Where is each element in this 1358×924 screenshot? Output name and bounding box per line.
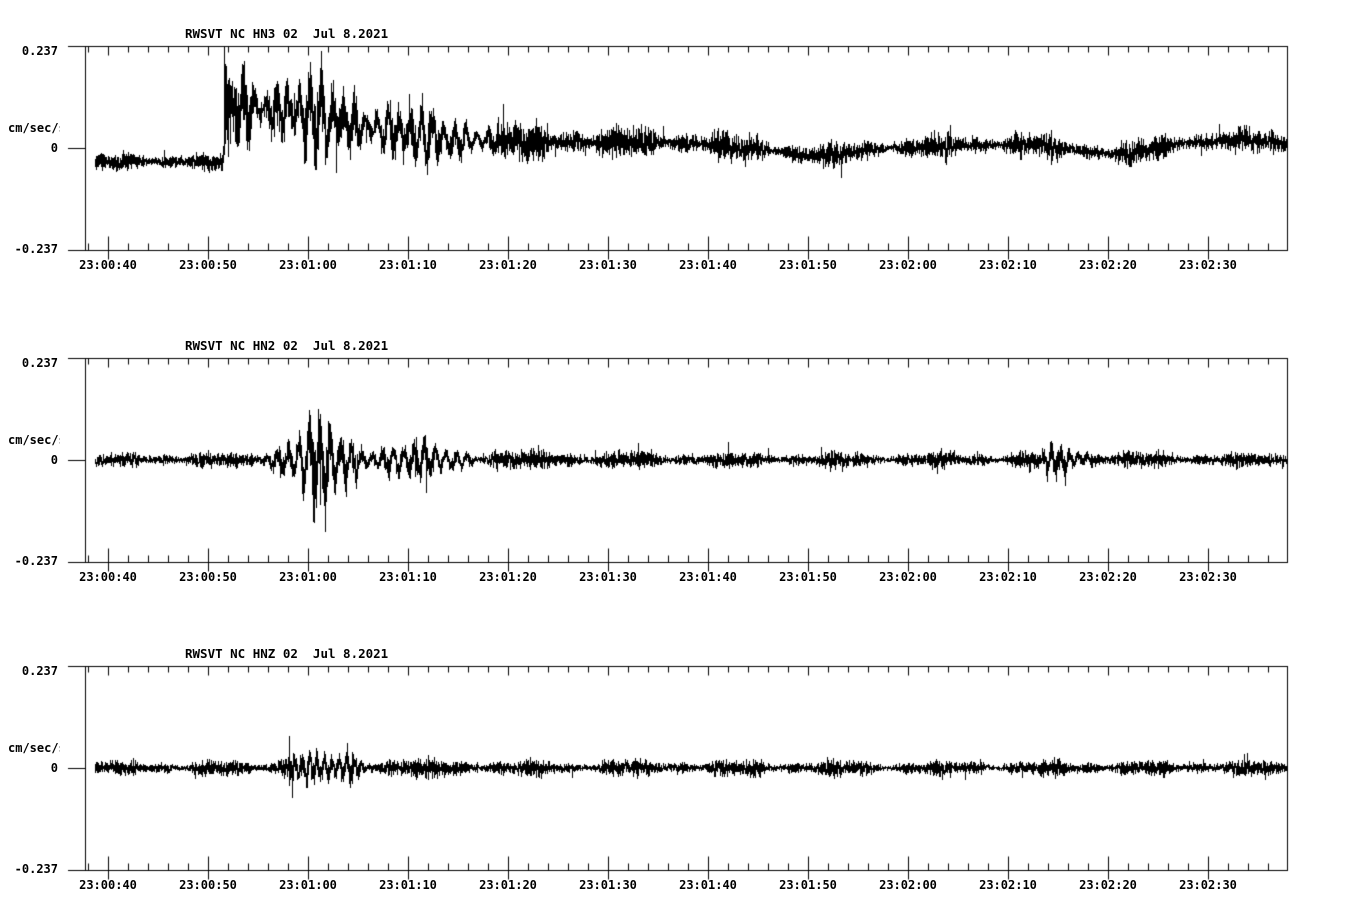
trace-title: RWSVT_NC_HNZ_02 Jul 8,2021 xyxy=(185,646,389,661)
trace-title: RWSVT_NC_HN2_02 Jul 8,2021 xyxy=(185,338,389,353)
y-tick-label-top: 0.237 xyxy=(21,664,58,678)
waveform-canvas-hnz xyxy=(60,658,1293,886)
waveform-canvas-hn3 xyxy=(60,38,1293,266)
trace-title: RWSVT_NC_HN3_02 Jul 8,2021 xyxy=(185,26,389,41)
waveform-canvas-hn2 xyxy=(60,350,1293,578)
y-tick-label-top: 0.237 xyxy=(21,356,58,370)
y-tick-label-zero: 0 xyxy=(50,453,58,467)
y-tick-label-zero: 0 xyxy=(50,141,58,155)
y-tick-label-zero: 0 xyxy=(50,761,58,775)
seismogram-panel-hn2: RWSVT_NC_HN2_02 Jul 8,2021 0.237 cm/sec/… xyxy=(0,334,1358,604)
seismogram-panel-hn3: RWSVT_NC_HN3_02 Jul 8,2021 0.237 cm/sec/… xyxy=(0,22,1358,292)
seismogram-panel-hnz: RWSVT_NC_HNZ_02 Jul 8,2021 0.237 cm/sec/… xyxy=(0,642,1358,912)
y-tick-label-bottom: -0.237 xyxy=(14,242,58,256)
y-tick-label-top: 0.237 xyxy=(21,44,58,58)
y-tick-label-bottom: -0.237 xyxy=(14,862,58,876)
y-tick-label-bottom: -0.237 xyxy=(14,554,58,568)
